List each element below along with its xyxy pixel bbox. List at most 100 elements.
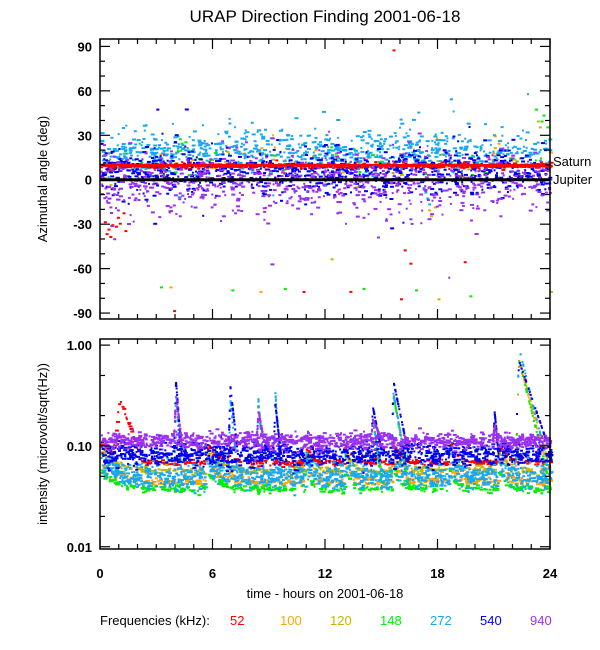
data-point (187, 154, 192, 156)
data-point (350, 139, 353, 142)
data-point (521, 468, 524, 471)
data-point (259, 159, 263, 161)
data-point (497, 190, 501, 193)
data-point (167, 167, 170, 170)
data-point (176, 165, 180, 168)
data-point (444, 142, 448, 145)
data-point (427, 173, 431, 176)
data-point (461, 153, 464, 156)
data-point (546, 209, 550, 212)
data-point (281, 128, 284, 131)
data-point (159, 169, 161, 172)
data-point (121, 473, 125, 476)
data-point (397, 148, 400, 151)
data-point (406, 177, 410, 180)
data-point (295, 177, 300, 179)
data-point (106, 201, 111, 204)
data-point (209, 445, 212, 448)
data-point (540, 467, 545, 470)
data-point (399, 180, 403, 183)
data-point (216, 165, 220, 168)
data-point (273, 460, 278, 463)
data-point (319, 145, 321, 148)
data-point (226, 170, 230, 173)
data-point (275, 459, 279, 462)
data-point (453, 191, 457, 194)
data-point (207, 453, 211, 456)
data-point (136, 188, 139, 191)
data-point (471, 155, 476, 158)
data-point (344, 145, 348, 148)
data-point (202, 173, 205, 175)
data-point (445, 182, 448, 185)
data-point (273, 154, 278, 157)
data-point (488, 162, 491, 164)
data-point (202, 214, 205, 217)
data-point (374, 189, 378, 192)
data-point (221, 215, 226, 218)
data-point (487, 158, 491, 161)
data-point (333, 174, 336, 177)
data-point (280, 199, 283, 202)
data-point (455, 166, 460, 169)
data-point (389, 185, 394, 188)
data-point (547, 160, 550, 163)
data-point (157, 159, 162, 162)
data-point (269, 150, 272, 153)
data-point (359, 165, 362, 167)
data-point (144, 187, 147, 190)
data-point (255, 462, 258, 465)
data-point (349, 166, 353, 169)
data-point (482, 460, 486, 463)
data-point (109, 206, 113, 209)
data-point (237, 458, 239, 461)
data-point (354, 153, 359, 156)
data-point (536, 474, 540, 477)
data-point (480, 182, 485, 185)
data-point (229, 173, 232, 176)
data-point (168, 468, 171, 470)
data-point (263, 459, 268, 462)
data-point (361, 467, 366, 470)
data-point (327, 145, 330, 148)
data-point (428, 203, 432, 206)
data-point (306, 134, 309, 137)
data-point (154, 174, 159, 177)
data-point (303, 158, 307, 161)
data-point (234, 212, 237, 215)
data-point (290, 462, 295, 465)
data-point (291, 156, 294, 159)
data-point (197, 165, 201, 168)
data-point (443, 168, 447, 171)
data-point (101, 185, 104, 187)
data-point (112, 165, 116, 168)
data-point (180, 142, 184, 145)
data-point (405, 132, 408, 135)
data-point (199, 165, 204, 168)
data-point (216, 185, 219, 188)
data-point (122, 160, 127, 163)
data-point (362, 183, 365, 186)
data-point (523, 173, 527, 175)
data-point (355, 135, 360, 138)
data-point (464, 480, 468, 483)
data-point (114, 182, 117, 185)
data-point (493, 135, 497, 138)
data-point (287, 460, 290, 463)
data-point (265, 469, 269, 472)
data-point (511, 154, 516, 157)
data-point (193, 458, 195, 461)
data-point (412, 181, 415, 184)
data-point (417, 140, 421, 143)
data-point (268, 172, 273, 175)
data-point (342, 154, 347, 157)
data-point (218, 169, 223, 172)
data-point (402, 221, 405, 224)
data-point (526, 462, 530, 465)
data-point (417, 472, 422, 475)
data-point (208, 176, 211, 179)
data-point (128, 142, 133, 145)
data-point (153, 166, 157, 169)
data-point (419, 135, 424, 138)
data-point (171, 181, 173, 184)
